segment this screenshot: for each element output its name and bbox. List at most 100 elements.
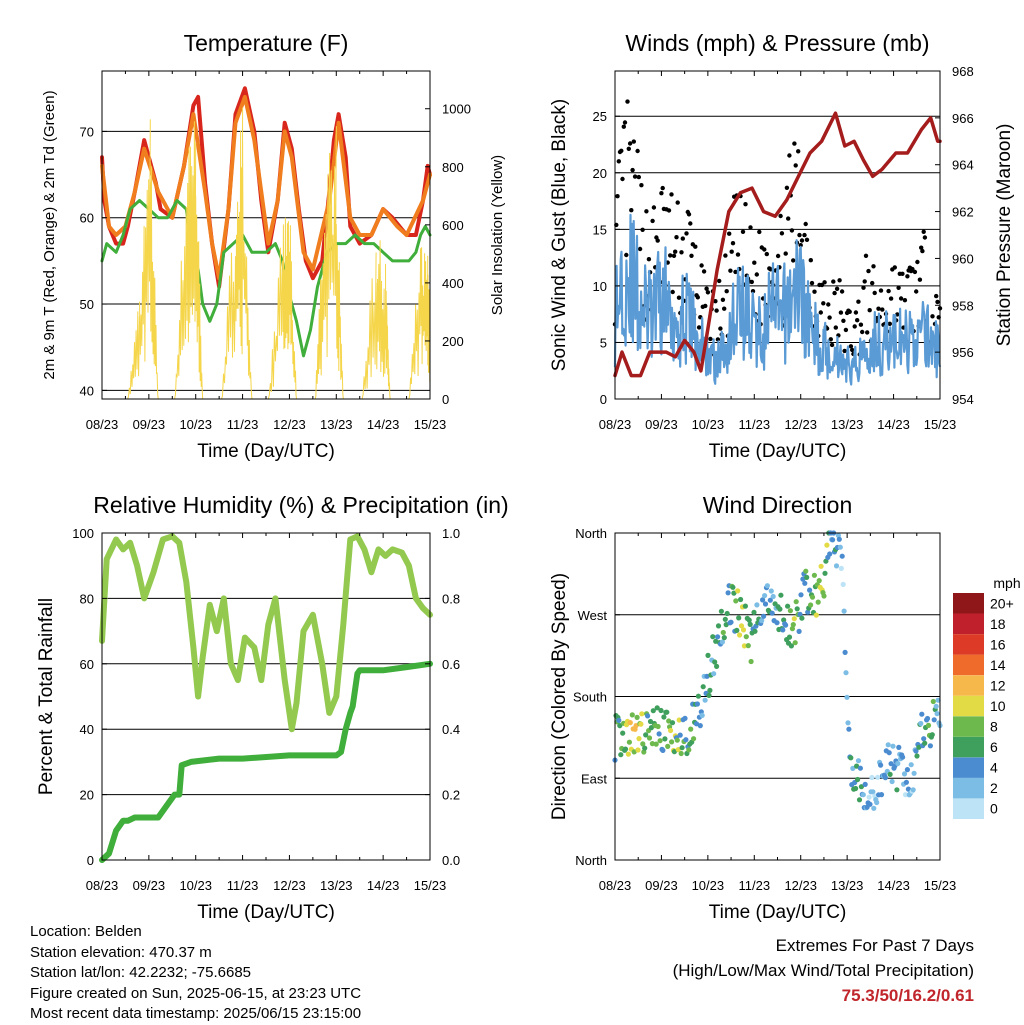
- direction-point: [874, 799, 880, 806]
- gust-point: [861, 285, 866, 290]
- gust-point: [789, 228, 795, 233]
- x-tick-label: 10/23: [692, 417, 725, 432]
- x-tick-label: 09/23: [645, 417, 678, 432]
- x-tick-label: 14/23: [877, 878, 910, 893]
- colorbar-label: 14: [990, 657, 1006, 673]
- x-tick-label: 11/23: [738, 878, 770, 893]
- direction-point: [662, 736, 668, 742]
- gust-point: [887, 321, 892, 326]
- direction-point: [918, 720, 924, 727]
- direction-point: [837, 544, 843, 550]
- direction-point: [778, 592, 784, 598]
- gust-point: [684, 231, 689, 236]
- colorbar-swatch: [953, 798, 984, 819]
- direction-point: [804, 574, 810, 581]
- solar-spike: [221, 252, 236, 400]
- gust-point: [783, 251, 788, 256]
- gust-point: [627, 141, 633, 146]
- colorbar-swatch: [953, 593, 984, 614]
- x-tick-label: 12/23: [784, 417, 817, 432]
- gust-point: [872, 290, 877, 296]
- gust-point: [779, 231, 785, 236]
- direction-point: [618, 752, 624, 758]
- direction-point: [707, 687, 713, 694]
- direction-point: [770, 593, 776, 600]
- direction-point: [850, 765, 856, 772]
- gust-point: [713, 299, 718, 304]
- gust-point: [635, 148, 640, 154]
- direction-point: [751, 609, 757, 616]
- direction-point: [719, 639, 726, 645]
- direction-point: [822, 570, 828, 576]
- y-right-tick-label: 958: [952, 298, 974, 313]
- gust-point: [852, 324, 857, 329]
- direction-point: [694, 701, 701, 707]
- direction-point: [885, 742, 891, 748]
- gust-point: [896, 285, 901, 290]
- y-tick-label: 15: [593, 222, 607, 237]
- direction-point: [786, 634, 793, 640]
- gust-point: [703, 303, 708, 309]
- plot-area: [99, 533, 433, 863]
- colorbar-swatch: [953, 777, 984, 799]
- x-tick-label: 10/23: [179, 417, 212, 432]
- direction-point: [702, 697, 708, 703]
- dewpoint-series: [100, 199, 432, 358]
- gust-point: [718, 326, 723, 331]
- direction-point: [695, 693, 702, 699]
- gust-point: [803, 221, 808, 227]
- direction-point: [669, 720, 676, 726]
- y-tick-label: 10: [593, 279, 607, 294]
- y-tick-label: 0: [600, 392, 607, 407]
- x-axis-label: Time (Day/UTC): [709, 441, 847, 462]
- direction-point: [904, 767, 911, 773]
- direction-point: [660, 747, 666, 754]
- y-right-tick-label: 0.0: [442, 853, 460, 868]
- gust-point: [620, 176, 625, 182]
- direction-point: [844, 694, 850, 700]
- gust-point: [727, 231, 732, 236]
- direction-point: [905, 786, 912, 792]
- direction-point: [922, 740, 928, 746]
- direction-point: [913, 748, 919, 754]
- gust-point: [723, 253, 728, 258]
- colorbar-label: 4: [990, 760, 998, 776]
- chart-title: Winds (mph) & Pressure (mb): [625, 30, 929, 56]
- direction-point: [643, 732, 649, 738]
- gust-point: [748, 225, 753, 230]
- plot-area: [612, 99, 943, 386]
- direction-point: [871, 805, 877, 811]
- y-tick-label: North: [575, 526, 607, 541]
- direction-point: [833, 563, 840, 569]
- x-tick-label: 12/23: [273, 417, 306, 432]
- gust-point: [829, 342, 835, 348]
- direction-point: [803, 568, 809, 574]
- wind-direction-panel: 08/23 09/23 10/23 11/23 12/23 13/23 14/23 15/23…: [549, 492, 956, 923]
- direction-point: [908, 762, 914, 768]
- direction-point: [839, 553, 845, 559]
- gust-point: [695, 295, 700, 300]
- direction-point: [768, 588, 774, 594]
- direction-point: [656, 731, 662, 737]
- gust-point: [655, 238, 660, 243]
- gust-point: [619, 148, 624, 153]
- direction-point: [669, 739, 675, 745]
- y-right-tick-label: 956: [952, 345, 974, 360]
- direction-point: [718, 608, 725, 614]
- direction-point: [654, 705, 660, 711]
- gust-point: [733, 269, 738, 275]
- direction-point: [657, 738, 663, 744]
- gust-point: [621, 124, 626, 129]
- colorbar-label: 2: [990, 780, 998, 796]
- gust-point: [855, 318, 860, 323]
- latlon-text: Station lat/lon: 42.2232; -75.6685: [30, 964, 252, 981]
- direction-point: [658, 707, 664, 714]
- gust-point: [876, 306, 881, 311]
- gust-point: [793, 163, 798, 168]
- speed-colorbar: mph 0 2 4 6 8 10 12 14 16 18 20+: [953, 575, 1021, 819]
- gust-point: [892, 265, 897, 270]
- x-tick-label: 15/23: [414, 417, 447, 432]
- direction-point: [858, 784, 865, 790]
- direction-point: [646, 735, 653, 741]
- gust-point: [696, 325, 702, 330]
